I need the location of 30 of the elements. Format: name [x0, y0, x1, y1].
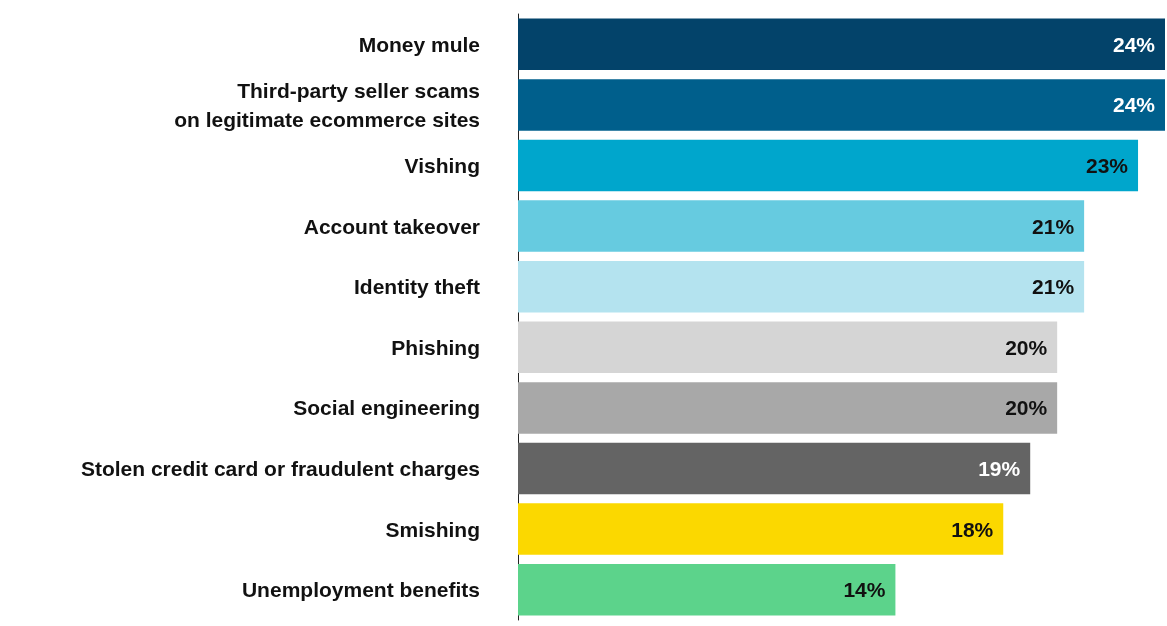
y-tick-label: Phishing: [391, 335, 480, 359]
data-label: 21%: [1032, 214, 1075, 238]
y-tick-label: Vishing: [404, 154, 480, 177]
y-tick-label: Stolen credit card or fraudulent charges: [80, 457, 480, 480]
bar: [518, 503, 1004, 555]
data-label: 20%: [1005, 396, 1048, 420]
data-label: 19%: [978, 457, 1021, 480]
bar: [518, 260, 1085, 313]
bar: [518, 200, 1085, 252]
y-tick-label: Account takeover: [303, 214, 480, 238]
y-tick-label: Unemployment benefits: [241, 578, 480, 602]
bar: [518, 442, 1031, 495]
y-tick-label: Identity theft: [354, 275, 480, 299]
y-tick-label: Smishing: [385, 517, 480, 541]
y-tick-label: Third-party seller scams on legitimate ecommerce sites: [174, 78, 480, 131]
data-label: 21%: [1032, 275, 1075, 299]
bar: [518, 18, 1165, 71]
data-label: 23%: [1086, 154, 1129, 177]
data-label: 20%: [1005, 335, 1048, 359]
y-tick-label: Social engineering: [293, 396, 480, 420]
data-label: 24%: [1112, 32, 1156, 56]
bar: [518, 139, 1139, 192]
y-tick-label: Money mule: [358, 32, 480, 56]
bar: [518, 563, 896, 616]
bar: [518, 79, 1165, 131]
bar: [518, 321, 1058, 374]
bar: [518, 382, 1058, 434]
data-label: 14%: [843, 578, 886, 602]
data-label: 24%: [1112, 93, 1156, 117]
data-label: 18%: [951, 517, 994, 541]
